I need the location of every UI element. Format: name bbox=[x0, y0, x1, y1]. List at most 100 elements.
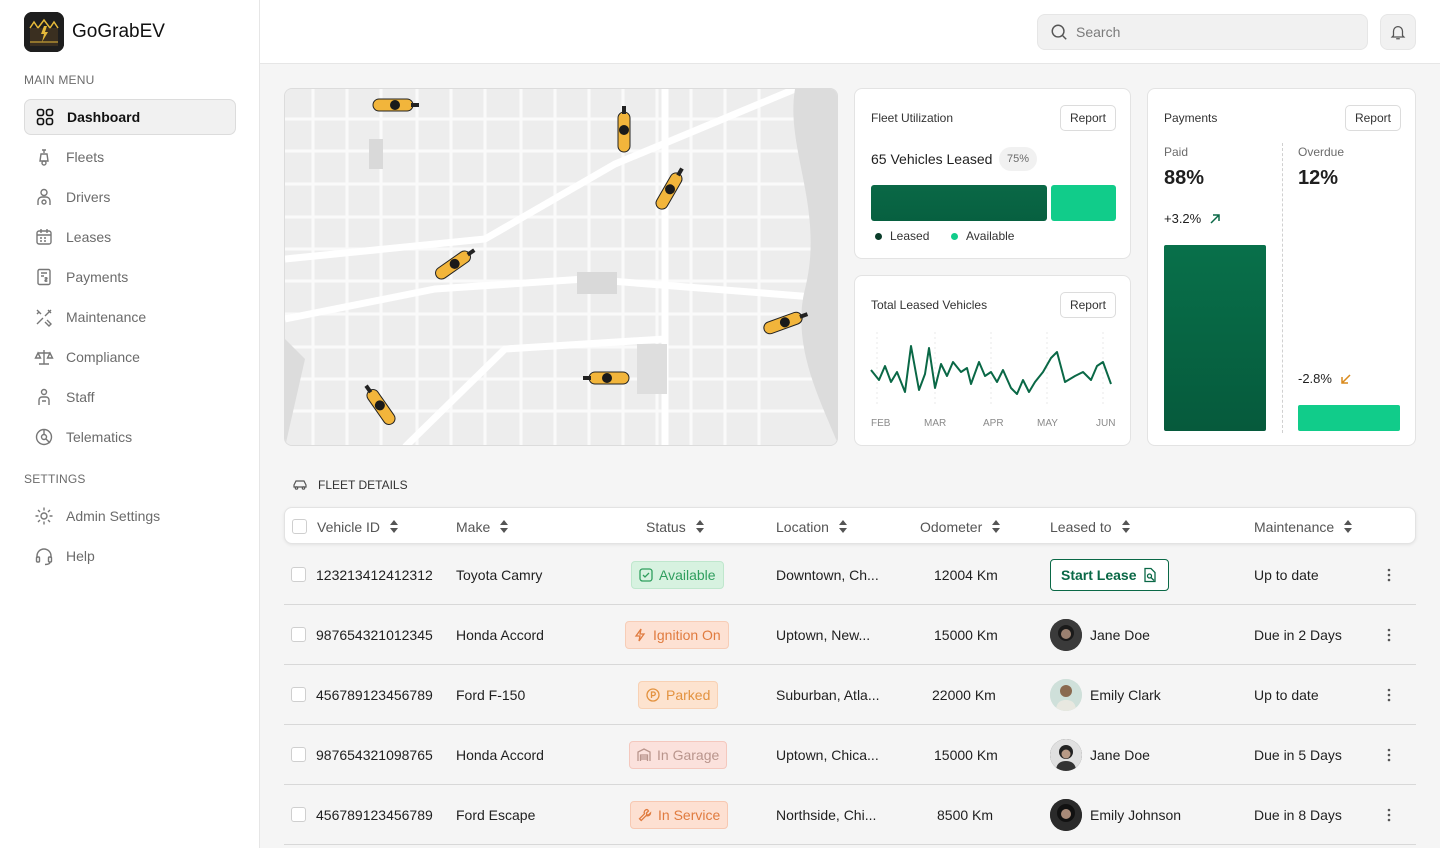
more-options-icon[interactable] bbox=[1381, 807, 1397, 823]
total-leased-vehicles-card: Total Leased Vehicles Report FEB MAR APR… bbox=[854, 275, 1131, 446]
column-header-location[interactable]: Location bbox=[776, 518, 829, 535]
payments-divider bbox=[1282, 143, 1283, 433]
brand-name: GoGrabEV bbox=[72, 21, 165, 42]
table-row[interactable]: 987654321098765 Honda Accord In Garage U… bbox=[284, 725, 1416, 785]
payments-report-button[interactable]: Report bbox=[1344, 105, 1401, 131]
table-row[interactable]: 456789123456789 Ford F-150 Parked Suburb… bbox=[284, 665, 1416, 725]
sidebar-item-telematics[interactable]: Telematics bbox=[24, 419, 236, 455]
column-maintenance[interactable]: Maintenance bbox=[1254, 508, 1353, 545]
sidebar-item-leases[interactable]: Leases bbox=[24, 219, 236, 255]
leased-to-cell: Start Lease bbox=[1050, 545, 1170, 604]
lessee-name: Jane Doe bbox=[1090, 626, 1150, 643]
fleet-details-title: FLEET DETAILS bbox=[318, 478, 408, 492]
column-header-maintenance[interactable]: Maintenance bbox=[1254, 518, 1335, 535]
available-bar bbox=[1051, 185, 1116, 221]
available-dot-icon bbox=[951, 232, 958, 240]
row-checkbox[interactable] bbox=[291, 567, 306, 582]
month-label: JUN bbox=[1096, 418, 1116, 429]
row-checkbox[interactable] bbox=[291, 747, 306, 762]
table-row[interactable]: 987654321012345 Honda Accord Ignition On… bbox=[284, 605, 1416, 665]
column-status[interactable]: Status bbox=[646, 508, 704, 545]
column-header-make[interactable]: Make bbox=[456, 518, 491, 535]
dashboard-grid-icon bbox=[36, 108, 54, 126]
sort-icon[interactable] bbox=[1344, 520, 1353, 533]
column-location[interactable]: Location bbox=[776, 508, 847, 545]
select-all-checkbox-cell: Vehicle ID bbox=[292, 508, 399, 545]
row-checkbox[interactable] bbox=[291, 627, 306, 642]
row-checkbox[interactable] bbox=[291, 687, 306, 702]
more-options-icon[interactable] bbox=[1381, 747, 1397, 763]
row-menu-cell bbox=[1381, 545, 1397, 604]
table-header: Vehicle ID Make Status Location Odometer… bbox=[284, 507, 1416, 544]
vehicle-marker bbox=[372, 98, 419, 112]
paid-delta-text: +3.2% bbox=[1164, 211, 1202, 226]
sort-icon[interactable] bbox=[992, 520, 1001, 533]
overdue-delta: -2.8% bbox=[1298, 371, 1352, 386]
column-header-vehicle-id[interactable]: Vehicle ID bbox=[317, 518, 381, 535]
sidebar-item-maintenance[interactable]: Maintenance bbox=[24, 299, 236, 335]
leased-to-cell[interactable]: Emily Clark bbox=[1050, 665, 1161, 724]
bell-icon bbox=[1390, 25, 1406, 40]
sidebar-item-admin-settings[interactable]: Admin Settings bbox=[24, 498, 236, 534]
total-leased-report-button[interactable]: Report bbox=[1059, 292, 1116, 318]
sidebar-item-label: Fleets bbox=[66, 149, 105, 165]
legend-leased-label: Leased bbox=[890, 229, 930, 243]
fleet-map[interactable] bbox=[284, 88, 838, 446]
select-all-checkbox[interactable] bbox=[292, 519, 307, 534]
paid-delta: +3.2% bbox=[1164, 211, 1221, 226]
leased-to-cell[interactable]: Jane Doe bbox=[1050, 605, 1150, 664]
sort-icon[interactable] bbox=[695, 520, 704, 533]
table-row[interactable]: 123213412412312 Toyota Camry Available D… bbox=[284, 545, 1416, 605]
column-header-odometer[interactable]: Odometer bbox=[920, 518, 983, 535]
sidebar-item-payments[interactable]: Payments bbox=[24, 259, 236, 295]
month-label: APR bbox=[983, 418, 1004, 429]
lessee-name: Jane Doe bbox=[1090, 746, 1150, 763]
driver-icon bbox=[37, 188, 51, 205]
notifications-button[interactable] bbox=[1380, 14, 1416, 50]
paid-label: Paid bbox=[1164, 145, 1189, 159]
search-box[interactable] bbox=[1037, 14, 1368, 50]
more-options-icon[interactable] bbox=[1381, 627, 1397, 643]
start-lease-button[interactable]: Start Lease bbox=[1050, 558, 1170, 591]
sidebar-item-label: Telematics bbox=[66, 429, 133, 445]
leased-to-cell[interactable]: Jane Doe bbox=[1050, 725, 1150, 784]
location-cell: Uptown, New... bbox=[776, 626, 871, 643]
sidebar-item-drivers[interactable]: Drivers bbox=[24, 179, 236, 215]
leased-bar bbox=[871, 185, 1047, 221]
sidebar-item-dashboard[interactable]: Dashboard bbox=[24, 99, 236, 135]
leased-to-cell[interactable]: Emily Johnson bbox=[1050, 785, 1181, 844]
sort-icon[interactable] bbox=[500, 520, 509, 533]
column-odometer[interactable]: Odometer bbox=[920, 508, 1001, 545]
status-text: Parked bbox=[666, 686, 711, 703]
sort-icon[interactable] bbox=[838, 520, 847, 533]
arrow-down-left-icon bbox=[1341, 373, 1351, 384]
table-row[interactable]: 456789123456789 Ford Escape In Service N… bbox=[284, 785, 1416, 845]
vehicle-marker bbox=[655, 167, 684, 210]
fleet-utilization-report-button[interactable]: Report bbox=[1059, 105, 1116, 131]
status-badge: In Garage bbox=[629, 740, 728, 769]
vehicle-marker bbox=[763, 311, 809, 335]
column-header-status[interactable]: Status bbox=[646, 518, 686, 535]
brand[interactable]: GoGrabEV bbox=[24, 12, 165, 52]
status-text: Available bbox=[659, 566, 716, 583]
more-options-icon[interactable] bbox=[1381, 567, 1397, 583]
start-lease-label: Start Lease bbox=[1061, 566, 1137, 583]
settings-gear-icon bbox=[35, 507, 53, 525]
vehicle-id: 456789123456789 bbox=[316, 806, 433, 823]
search-input[interactable] bbox=[1076, 24, 1356, 40]
legend-available-label: Available bbox=[966, 229, 1015, 243]
column-header-leased-to[interactable]: Leased to bbox=[1050, 518, 1112, 535]
column-make[interactable]: Make bbox=[456, 508, 509, 545]
sort-icon[interactable] bbox=[1121, 520, 1130, 533]
sort-icon[interactable] bbox=[390, 520, 399, 533]
sidebar-item-label: Help bbox=[66, 548, 95, 564]
more-options-icon[interactable] bbox=[1381, 687, 1397, 703]
leased-trend-series bbox=[870, 345, 1112, 395]
row-menu-cell bbox=[1381, 785, 1397, 844]
column-leased-to[interactable]: Leased to bbox=[1050, 508, 1130, 545]
sidebar-item-compliance[interactable]: Compliance bbox=[24, 339, 236, 375]
sidebar-item-staff[interactable]: Staff bbox=[24, 379, 236, 415]
sidebar-item-help[interactable]: Help bbox=[24, 538, 236, 574]
sidebar-item-fleets[interactable]: Fleets bbox=[24, 139, 236, 175]
row-checkbox[interactable] bbox=[291, 807, 306, 822]
